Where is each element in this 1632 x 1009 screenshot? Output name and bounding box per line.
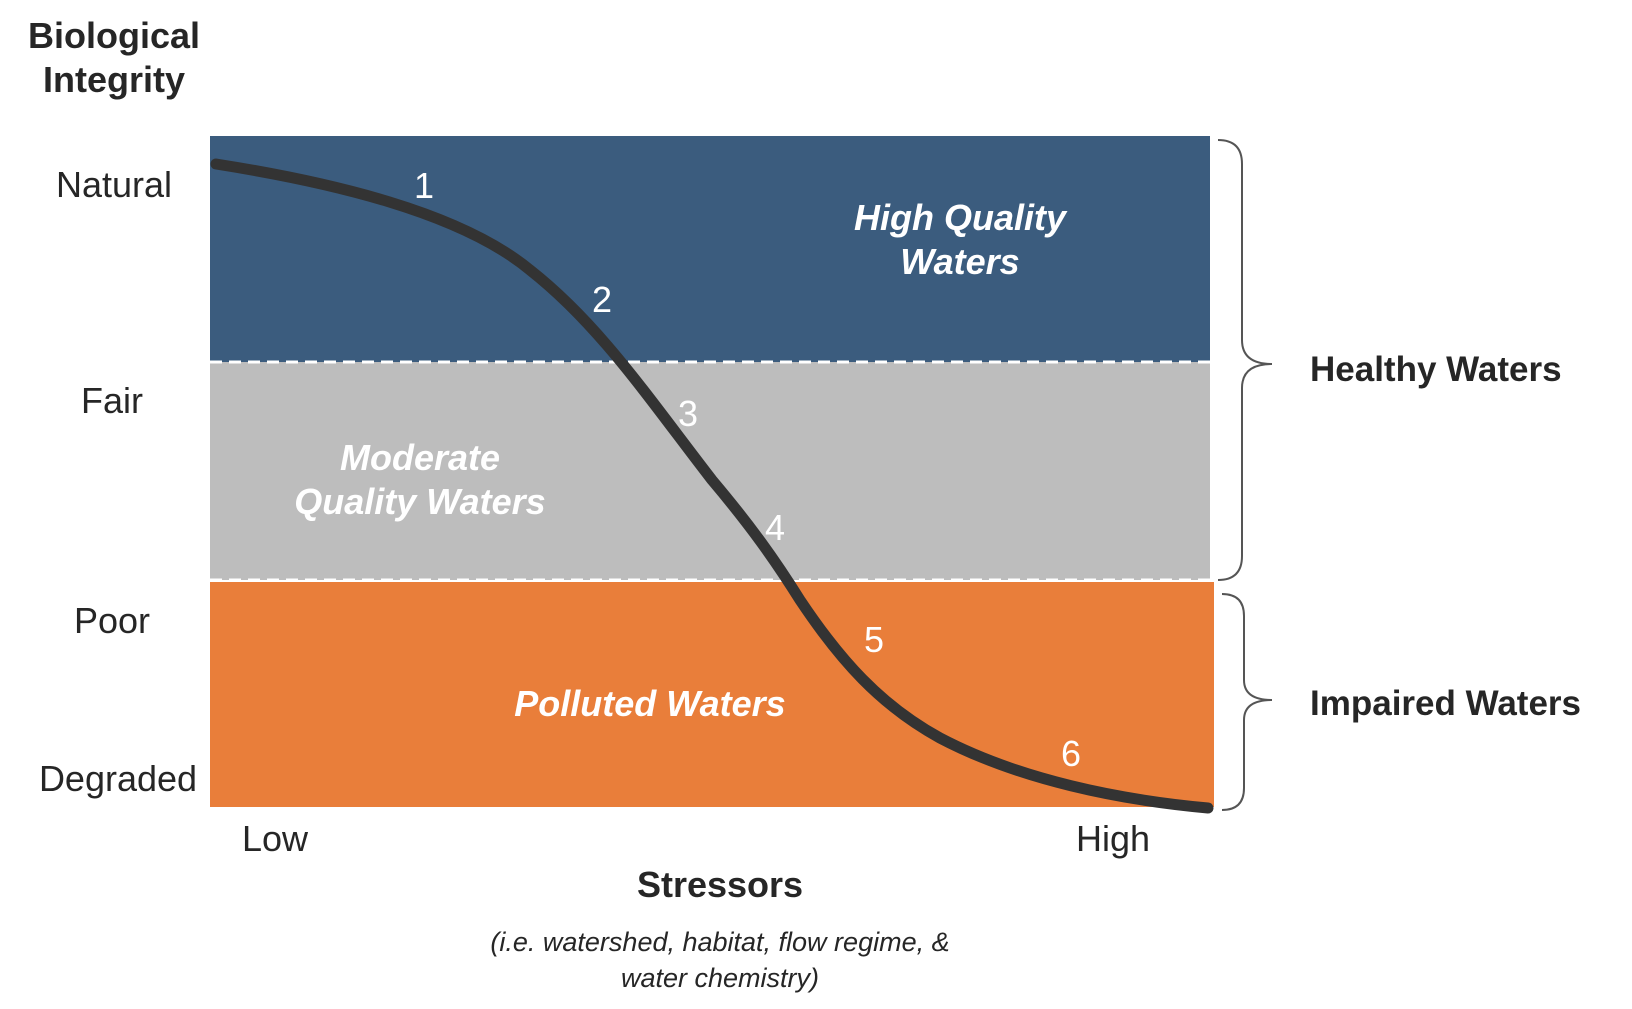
- y-level-fair: Fair: [81, 380, 143, 421]
- x-tick-high: High: [1076, 818, 1151, 859]
- y-level-degraded: Degraded: [38, 758, 198, 799]
- zone-label-moderate-quality-line2: Quality Waters: [294, 481, 546, 522]
- curve-point-label: 2: [592, 279, 612, 320]
- y-axis-title: Biological Integrity: [14, 14, 214, 102]
- category-impaired-waters: Impaired Waters: [1310, 684, 1582, 723]
- x-axis-subtitle-line2: water chemistry): [620, 963, 820, 993]
- x-axis-subtitle: (i.e. watershed, habitat, flow regime, &…: [420, 924, 1020, 996]
- stress-response-curve: [210, 158, 1214, 814]
- zone-polluted: [210, 582, 1214, 807]
- zone-label-high-quality-line1: High Quality: [853, 197, 1066, 238]
- zone-label-moderate-quality-line1: Moderate: [339, 437, 501, 478]
- curve-point-label: 1: [414, 165, 434, 206]
- zone-label-high-quality-line2: Waters: [900, 241, 1020, 282]
- zone-label-polluted: Polluted Waters: [514, 683, 786, 724]
- zone-label-moderate-quality: Moderate Quality Waters: [250, 436, 590, 524]
- impaired-waters-brace: [1221, 593, 1273, 811]
- y-level-natural: Natural: [55, 164, 173, 205]
- y-axis-title-line1: Biological: [27, 15, 201, 56]
- zone-high-quality: [210, 136, 1210, 362]
- curve-point-label: 5: [864, 619, 884, 660]
- x-tick-low: Low: [242, 818, 309, 859]
- category-healthy-waters: Healthy Waters: [1310, 350, 1562, 389]
- y-level-poor: Poor: [73, 600, 151, 641]
- curve-point-label: 4: [765, 507, 785, 548]
- curve-point-label: 6: [1061, 733, 1081, 774]
- curve-point-label: 3: [678, 393, 698, 434]
- y-axis-title-line2: Integrity: [42, 59, 185, 100]
- zone-label-high-quality: High Quality Waters: [800, 196, 1120, 284]
- healthy-waters-brace: [1217, 139, 1273, 581]
- x-axis-subtitle-line1: (i.e. watershed, habitat, flow regime, &: [490, 927, 950, 957]
- x-axis-title: Stressors: [636, 864, 804, 905]
